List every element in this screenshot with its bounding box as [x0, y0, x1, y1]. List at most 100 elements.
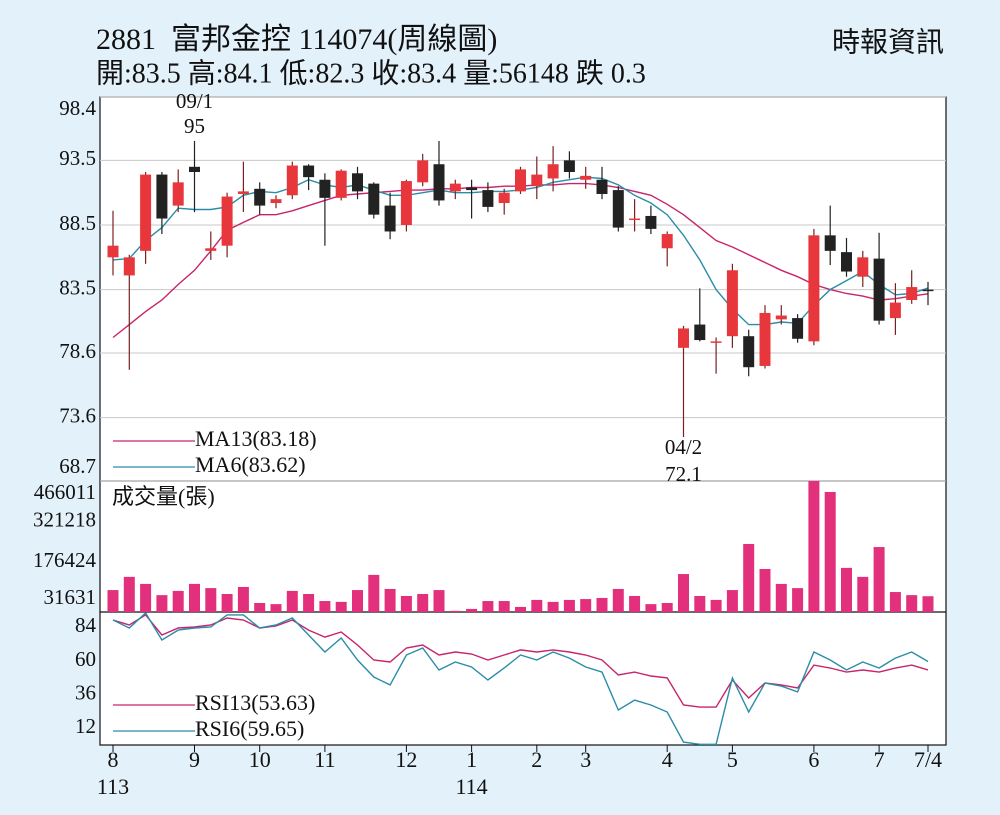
volume-bar	[563, 599, 575, 612]
volume-bar	[498, 601, 510, 612]
year-label: 114	[456, 774, 488, 799]
x-tick-label: 7	[874, 747, 885, 772]
candle-body	[335, 170, 347, 198]
legend-label: RSI13(53.63)	[195, 690, 315, 715]
volume-bar	[466, 608, 478, 612]
header-quote: 開:83.5 高:84.1 低:82.3 收:83.4 量:56148 跌 0.…	[96, 57, 646, 89]
candle-body	[140, 174, 152, 251]
volume-bar	[531, 599, 543, 612]
candle-body	[205, 248, 217, 251]
candle-body	[792, 318, 804, 339]
candle-body	[270, 199, 282, 204]
plot-frame	[99, 96, 947, 746]
candle-body	[678, 328, 689, 348]
x-tick-label: 6	[808, 747, 819, 772]
volume-bar	[857, 576, 869, 612]
candle-body	[547, 164, 559, 179]
volume-bar	[384, 588, 396, 612]
volume-bar	[449, 610, 461, 612]
y-tick-label: 98.4	[59, 96, 96, 120]
volume-bar	[726, 590, 738, 612]
candle-body	[384, 205, 396, 232]
volume-bar	[270, 604, 282, 612]
candle-body	[873, 258, 885, 321]
y-tick-label: 68.7	[59, 454, 96, 478]
candle-body	[889, 302, 901, 319]
candle-body	[123, 257, 135, 276]
candle-body	[661, 234, 673, 249]
volume-bar	[482, 601, 494, 612]
legend-label: RSI6(59.65)	[195, 716, 304, 741]
candle-body	[368, 183, 380, 215]
candle-body	[172, 182, 184, 206]
candle-body	[107, 245, 119, 258]
x-tick-label: 2	[531, 747, 542, 772]
candle-body	[352, 173, 363, 192]
volume-bar	[645, 604, 657, 612]
volume-bar	[580, 599, 592, 612]
candle-body	[498, 192, 510, 204]
volume-bar	[140, 583, 152, 612]
candle-body	[808, 235, 820, 342]
y-tick-label: 12	[75, 714, 96, 738]
volume-bar	[759, 568, 771, 612]
volume-bar	[286, 590, 298, 612]
candle-body	[612, 190, 624, 228]
candle-body	[254, 188, 266, 206]
y-tick-label: 78.6	[59, 339, 96, 363]
volume-bar	[743, 543, 755, 612]
volume-bar	[335, 601, 347, 612]
header-title: 2881 富邦金控 114074(周線圖)	[96, 23, 497, 56]
candle-body	[156, 174, 168, 219]
candle-body	[303, 165, 315, 178]
volume-bar	[824, 491, 836, 612]
x-tick-label: 7/4	[914, 747, 942, 772]
volume-bar	[889, 592, 901, 612]
candle-body	[841, 252, 852, 272]
candle-body	[286, 165, 298, 196]
volume-bar	[906, 595, 918, 612]
volume-bar	[678, 574, 689, 612]
candle-body	[922, 289, 934, 292]
volume-bar	[775, 583, 787, 612]
y-tick-label: 88.5	[59, 211, 96, 235]
candle-body	[775, 315, 787, 320]
annotation-date: 04/2	[665, 435, 702, 459]
candle-body	[857, 257, 869, 277]
volume-bar	[841, 567, 852, 612]
volume-bar	[873, 547, 885, 612]
volume-bar	[156, 595, 168, 612]
candle-body	[563, 160, 575, 172]
x-tick-label: 3	[580, 747, 591, 772]
x-tick-label: 5	[727, 747, 738, 772]
y-tick-label: 93.5	[59, 146, 96, 170]
x-tick-label: 8	[108, 747, 119, 772]
legend-label: MA6(83.62)	[195, 452, 306, 477]
legend-label: MA13(83.18)	[195, 426, 317, 451]
header-source: 時報資訊	[832, 26, 944, 58]
series-line	[112, 613, 929, 708]
volume-bar	[254, 603, 266, 612]
volume-bar	[612, 588, 624, 612]
y-tick-label: 73.6	[59, 403, 96, 427]
annotation-value: 72.1	[665, 462, 702, 486]
x-tick-label: 10	[249, 747, 271, 772]
volume-bar	[221, 594, 233, 612]
y-tick-label: 60	[75, 647, 96, 671]
candle-body	[449, 183, 461, 192]
y-tick-label: 31631	[44, 585, 97, 609]
candle-body	[824, 235, 836, 251]
panel-title: 成交量(張)	[112, 484, 215, 509]
candle-body	[906, 287, 918, 300]
candle-body	[629, 218, 641, 221]
volume-bar	[596, 597, 608, 612]
volume-bar	[205, 588, 217, 612]
y-tick-label: 84	[75, 613, 97, 637]
candle-body	[580, 175, 592, 180]
volume-bar	[515, 606, 526, 612]
candle-body	[433, 164, 445, 201]
annotation-value: 95	[184, 114, 205, 138]
candle-body	[319, 179, 331, 198]
candle-body	[189, 166, 200, 172]
volume-bar	[123, 576, 135, 612]
